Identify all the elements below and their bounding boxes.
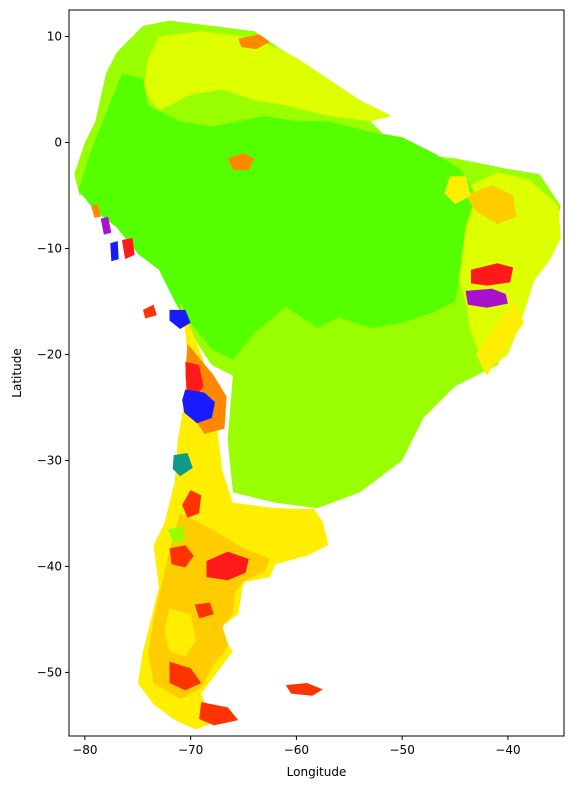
plot-area <box>74 20 561 730</box>
y-axis: 10 0 −10 −20 −30 −40 −50 <box>37 29 69 679</box>
map-region-yellow <box>164 608 196 657</box>
x-tick-label: −50 <box>390 743 415 757</box>
map-region-blue <box>169 309 191 329</box>
x-tick-label: −70 <box>178 743 203 757</box>
y-tick-label: 10 <box>47 29 62 43</box>
map-region-purple <box>465 288 508 308</box>
x-tick-label: −40 <box>495 743 520 757</box>
map-region-red <box>470 263 514 286</box>
map-region-yellow_green <box>143 31 392 122</box>
y-tick-label: −40 <box>37 559 62 573</box>
y-tick-label: −10 <box>37 241 62 255</box>
map-region-green <box>78 73 477 360</box>
x-tick-label: −80 <box>72 743 97 757</box>
map-region-lime <box>167 526 186 544</box>
map-region-red <box>206 551 249 581</box>
map-region-blue <box>110 241 119 262</box>
map-region-yellow <box>272 508 329 554</box>
map-region-blue <box>182 389 215 424</box>
y-tick-label: −50 <box>37 665 62 679</box>
map-region-gold <box>465 184 517 225</box>
map-region-yellow <box>444 176 471 204</box>
map-region-red_orange <box>194 602 214 619</box>
map-region-purple <box>100 216 112 235</box>
map-region-orange <box>227 153 255 170</box>
map-region-red_orange <box>169 661 202 691</box>
y-axis-label: Latitude <box>10 348 24 397</box>
y-tick-label: −20 <box>37 347 62 361</box>
map-region-red_orange <box>199 702 239 726</box>
map-region-orange <box>91 204 101 218</box>
map-region-yellow <box>476 301 524 376</box>
y-tick-label: 0 <box>54 135 62 149</box>
map-region-red_orange <box>285 683 323 696</box>
map-region-orange <box>238 34 270 50</box>
map-region-red_orange <box>169 545 194 568</box>
x-tick-label: −60 <box>284 743 309 757</box>
map-region-red_orange <box>182 490 202 518</box>
map-region-red <box>121 237 135 260</box>
map-region-red_orange <box>143 304 157 319</box>
x-axis-label: Longitude <box>287 765 347 779</box>
x-axis: −80 −70 −60 −50 −40 <box>72 736 521 757</box>
y-tick-label: −30 <box>37 453 62 467</box>
map-region-teal <box>172 453 193 477</box>
axes-frame <box>68 9 565 737</box>
map-region-red <box>185 361 204 397</box>
